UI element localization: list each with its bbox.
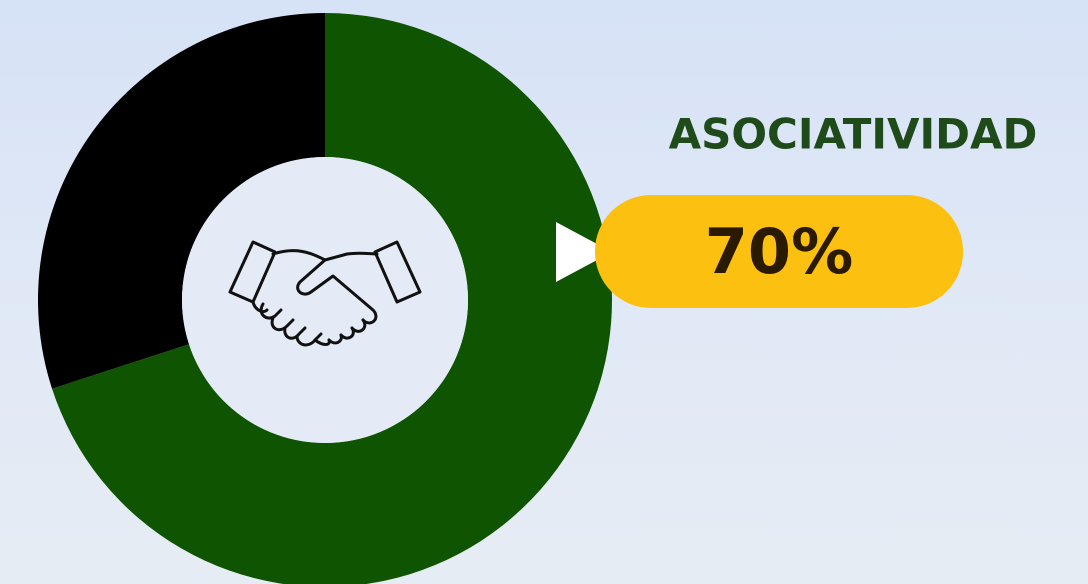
value-label: 70% xyxy=(705,215,853,288)
pointer-triangle xyxy=(556,222,612,282)
chart-title: ASOCIATIVIDAD xyxy=(669,110,1038,159)
donut-segment xyxy=(52,13,612,584)
value-pill xyxy=(595,195,963,308)
donut-segment xyxy=(37,13,326,389)
donut xyxy=(37,13,612,584)
donut-hole xyxy=(182,157,468,443)
handshake-icon xyxy=(228,240,422,347)
